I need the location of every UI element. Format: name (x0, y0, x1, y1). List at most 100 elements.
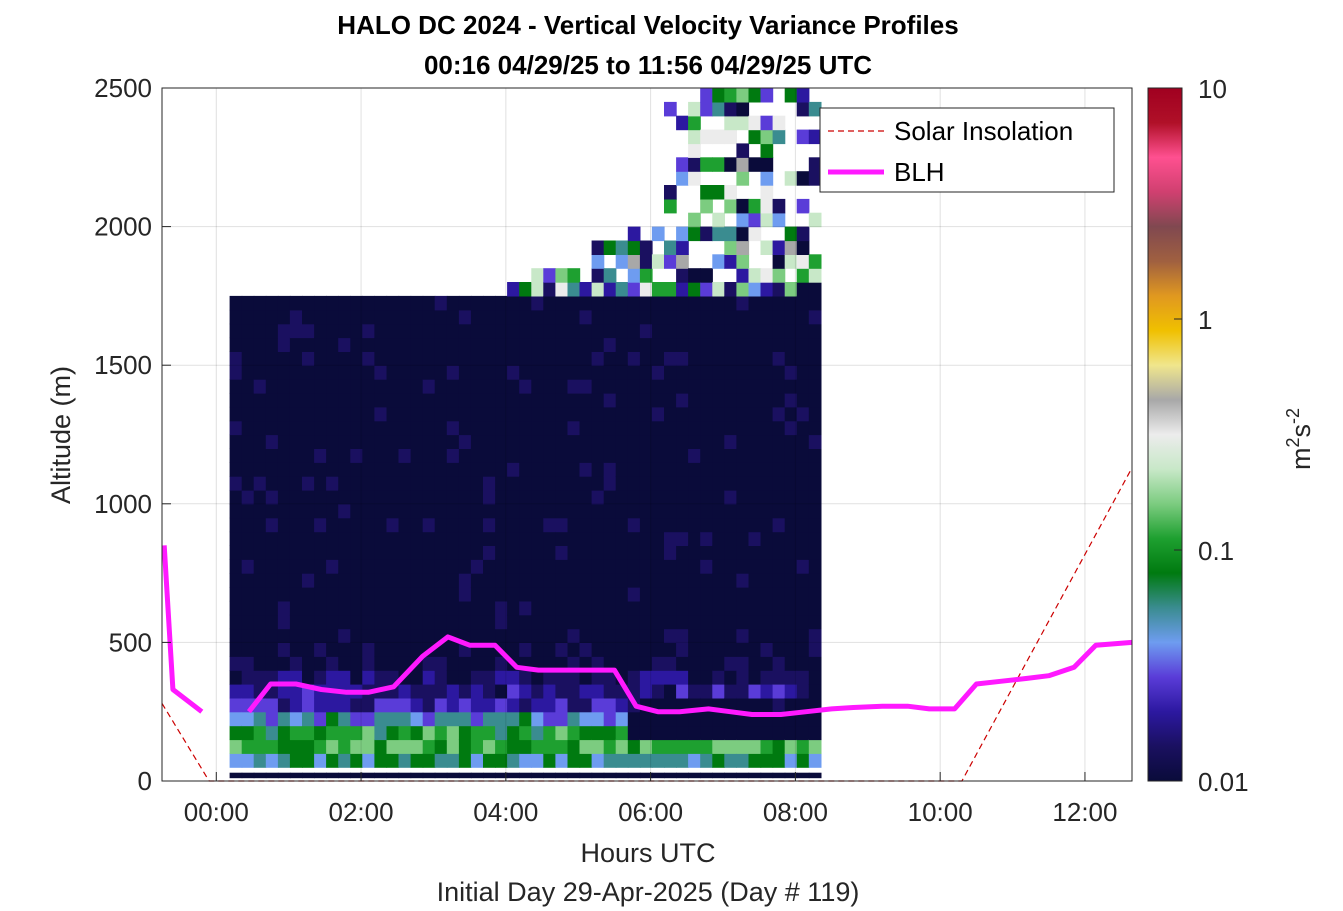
heatmap-cell (277, 739, 291, 754)
heatmap-cell (760, 489, 774, 505)
heatmap-cell (664, 614, 677, 630)
heatmap-cell (772, 309, 786, 325)
heatmap-cell (591, 600, 605, 616)
heatmap-cell (591, 268, 605, 283)
heatmap-cell (253, 517, 267, 533)
heatmap-cell (458, 725, 472, 741)
heatmap-cell (458, 323, 472, 339)
heatmap-cell (784, 656, 798, 671)
heatmap-cell (664, 448, 677, 463)
heatmap-cell (772, 684, 786, 699)
heatmap-cell (724, 434, 737, 449)
heatmap-cell (470, 600, 484, 616)
heatmap-cell (808, 476, 822, 491)
heatmap-cell (302, 573, 315, 588)
heatmap-cell (700, 268, 713, 283)
heatmap-cell (253, 670, 267, 685)
heatmap-cell (289, 489, 303, 505)
heatmap-cell (398, 503, 412, 519)
heatmap-cell (579, 392, 593, 408)
heatmap-cell (543, 531, 556, 546)
heatmap-cell (688, 212, 701, 228)
heatmap-cell (543, 628, 556, 643)
y-tick-label: 2500 (94, 73, 152, 103)
heatmap-cell (772, 489, 786, 505)
heatmap-cell (796, 351, 810, 366)
colorbar-tick-label: 0.1 (1198, 536, 1234, 566)
heatmap-cell (446, 614, 460, 630)
heatmap-cell (277, 323, 291, 339)
heatmap-cell (543, 684, 556, 699)
heatmap-cell (664, 628, 677, 643)
heatmap-cell (470, 337, 484, 352)
heatmap-cell (796, 739, 810, 754)
heatmap-cell (483, 420, 496, 436)
heatmap-cell (531, 711, 544, 727)
heatmap-cell (265, 476, 279, 491)
heatmap-cell (277, 489, 291, 505)
heatmap-cell (760, 268, 774, 283)
heatmap-cell (615, 254, 629, 269)
heatmap-cell (639, 753, 653, 768)
heatmap-cell (338, 531, 351, 546)
heatmap-cell (555, 559, 569, 574)
heatmap-cell (241, 503, 255, 519)
heatmap-cell (507, 406, 520, 422)
heatmap-cell (483, 295, 496, 311)
heatmap-cell (664, 337, 677, 352)
heatmap-cell (253, 642, 267, 657)
heatmap-cell (700, 88, 713, 103)
heatmap-cell (277, 656, 291, 671)
heatmap-cell (712, 392, 725, 408)
heatmap-cell (410, 420, 424, 436)
heatmap-cell (483, 406, 496, 422)
heatmap-cell (398, 573, 412, 588)
heatmap-cell (796, 420, 810, 436)
heatmap-cell (676, 448, 689, 463)
heatmap-cell (700, 531, 713, 546)
heatmap-cell (302, 309, 315, 325)
heatmap-cell (338, 337, 351, 352)
heatmap-cell (639, 268, 653, 283)
heatmap-cell (277, 587, 291, 602)
heatmap-cell (386, 323, 400, 339)
heatmap-cell (736, 753, 750, 768)
heatmap-cell (724, 295, 737, 311)
heatmap-cell (784, 739, 798, 754)
heatmap-cell (664, 365, 677, 380)
heatmap-cell (651, 295, 665, 311)
heatmap-cell (326, 739, 339, 754)
heatmap-cell (712, 282, 725, 297)
heatmap-cell (555, 725, 569, 741)
heatmap-cell (603, 753, 617, 768)
heatmap-cell (422, 656, 436, 671)
heatmap-cell (796, 448, 810, 463)
y-tick-label: 1000 (94, 489, 152, 519)
heatmap-cell (314, 772, 327, 779)
heatmap-cell (507, 365, 520, 380)
heatmap-cell (446, 351, 460, 366)
heatmap-cell (398, 517, 412, 533)
heatmap-cell (277, 670, 291, 685)
heatmap-cell (676, 337, 689, 352)
heatmap-cell (314, 351, 327, 366)
heatmap-cell (507, 697, 520, 713)
heatmap-cell (651, 628, 665, 643)
heatmap-cell (531, 337, 544, 352)
heatmap-cell (724, 198, 737, 214)
heatmap-cell (495, 739, 508, 754)
heatmap-cell (736, 725, 750, 741)
heatmap-cell (374, 739, 388, 754)
heatmap-cell (615, 656, 629, 671)
heatmap-cell (446, 337, 460, 352)
heatmap-cell (519, 642, 532, 657)
heatmap-cell (700, 282, 713, 297)
heatmap-cell (603, 282, 617, 297)
heatmap-cell (664, 309, 677, 325)
heatmap-cell (519, 448, 532, 463)
heatmap-cell (398, 462, 412, 477)
heatmap-cell (386, 656, 400, 671)
heatmap-cell (338, 697, 351, 713)
heatmap-cell (495, 365, 508, 380)
heatmap-cell (362, 309, 375, 325)
